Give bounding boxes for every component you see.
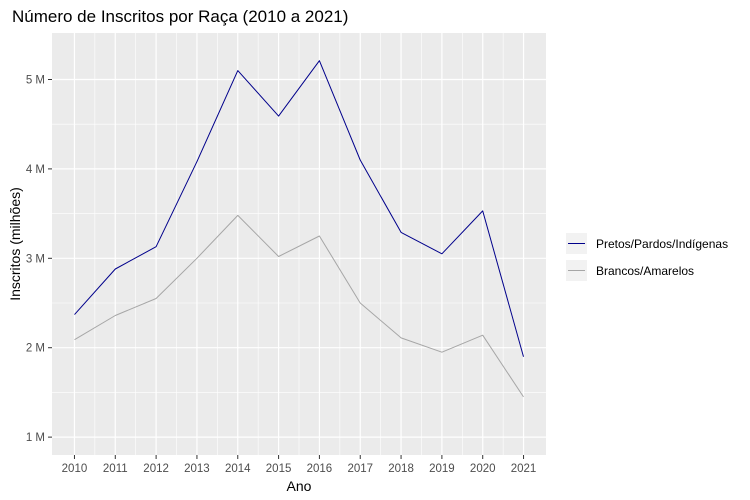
series-lines xyxy=(74,60,524,398)
y-tick-label: 5 M xyxy=(26,74,45,86)
y-axis: 1 M 2 M 3 M 4 M 5 M xyxy=(26,74,52,444)
series-line-1 xyxy=(74,60,524,357)
chart-title: Número de Inscritos por Raça (2010 a 202… xyxy=(12,7,348,26)
x-axis-title: Ano xyxy=(287,478,312,494)
y-axis-title: Inscritos (milhões) xyxy=(7,187,23,301)
y-tick-label: 4 M xyxy=(26,164,45,176)
x-tick-label: 2018 xyxy=(388,463,414,475)
series-line-2 xyxy=(74,214,524,398)
x-tick-label: 2013 xyxy=(184,463,210,475)
legend: Pretos/Pardos/Indígenas Brancos/Amarelos xyxy=(566,233,728,281)
y-tick-label: 3 M xyxy=(26,253,45,265)
legend-label: Brancos/Amarelos xyxy=(596,264,694,278)
x-tick-label: 2015 xyxy=(266,463,292,475)
x-tick-label: 2012 xyxy=(143,463,169,475)
y-tick-label: 2 M xyxy=(26,343,45,355)
x-tick-label: 2019 xyxy=(429,463,455,475)
x-tick-label: 2020 xyxy=(470,463,496,475)
x-axis: 2010 2011 2012 2013 2014 2015 2016 2017 2018 2019… xyxy=(62,455,537,475)
x-tick-label: 2021 xyxy=(511,463,537,475)
x-tick-label: 2014 xyxy=(225,463,251,475)
minor-gridlines xyxy=(52,33,546,455)
x-tick-label: 2016 xyxy=(307,463,333,475)
x-tick-label: 2010 xyxy=(62,463,88,475)
major-gridlines xyxy=(52,33,546,455)
legend-label: Pretos/Pardos/Indígenas xyxy=(596,237,728,251)
y-tick-label: 1 M xyxy=(26,432,45,444)
x-tick-label: 2017 xyxy=(347,463,373,475)
x-tick-label: 2011 xyxy=(103,463,128,475)
